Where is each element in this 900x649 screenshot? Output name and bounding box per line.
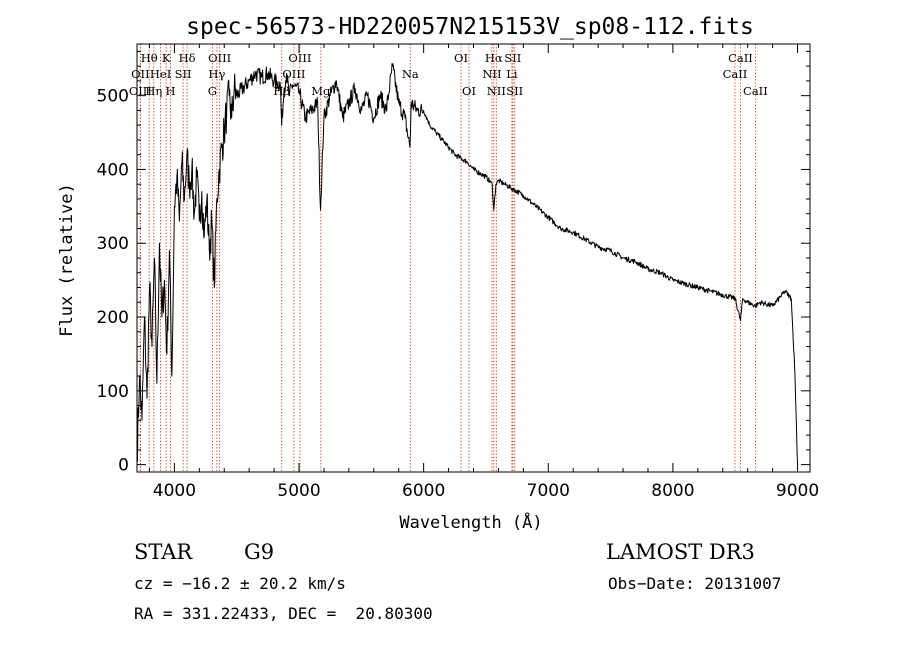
spectral-line-label: H [166,84,176,98]
x-tick-label: 5000 [277,481,320,501]
spectral-line-label: Li [506,67,518,81]
spectral-line-label: G [208,84,217,98]
y-tick-label: 0 [118,456,129,476]
y-tick-label: 300 [97,234,129,254]
spectral-line-label: Na [402,67,419,81]
axes: 4000 5000 6000 7000 8000 9000 0 100 200 300 400 500 [97,43,819,501]
y-axis-label: Flux (relative) [57,183,77,337]
redshift-label: cz = −16.2 ± 20.2 km/s [134,574,346,593]
x-tick-label: 8000 [651,481,694,501]
series-layer [136,63,798,465]
spectral-line-label: SII [504,51,521,65]
object-subclass: G9 [244,540,275,564]
spectral-line-label: OI [462,84,476,98]
spectral-line-label: K [162,51,171,65]
spectral-line-label: Mg [311,84,331,98]
spectral-line-label: Hθ [141,51,158,65]
x-tick-label: 6000 [402,481,445,501]
spectral-line-label: Hδ [179,51,196,65]
y-tick-label: 500 [97,87,129,107]
spectral-line-label: OIII [208,51,231,65]
spectral-line-label: HeI [150,67,171,81]
spectral-line-label: OI [454,51,468,65]
spectral-line-label: Hγ [208,67,225,81]
x-tick-label: 7000 [527,481,570,501]
chart-title: spec-56573-HD220057N215153V_sp08-112.fit… [186,14,754,40]
x-tick-label: 4000 [153,481,196,501]
spectral-line-label: SII [506,84,523,98]
object-class: STAR [134,540,193,564]
spectral-line-label: SII [175,67,192,81]
coordinates-label: RA = 331.22433, DEC = 20.80300 [134,604,433,623]
spectral-line-label: NII [482,67,501,81]
spectral-line-label: CaII [743,84,768,98]
x-axis-label: Wavelength (Å) [399,511,542,533]
spectral-line-label: NII [487,84,506,98]
y-tick-label: 200 [97,308,129,328]
plot-frame [136,43,811,473]
spectral-line-label: OIII [288,51,311,65]
spectral-line-label: Hη [145,84,162,98]
spectral-line-label: CaII [723,67,748,81]
y-tick-label: 100 [97,382,129,402]
series-line-0 [136,63,798,465]
y-tick-label: 400 [97,160,129,180]
obs-date-label: Obs−Date: 20131007 [608,574,782,593]
spectral-line-label: CaII [728,51,753,65]
spectral-line-label: OIII [129,84,152,98]
spectral-line-label: Hα [485,51,503,65]
survey-label: LAMOST DR3 [606,540,755,564]
x-tick-label: 9000 [776,481,819,501]
